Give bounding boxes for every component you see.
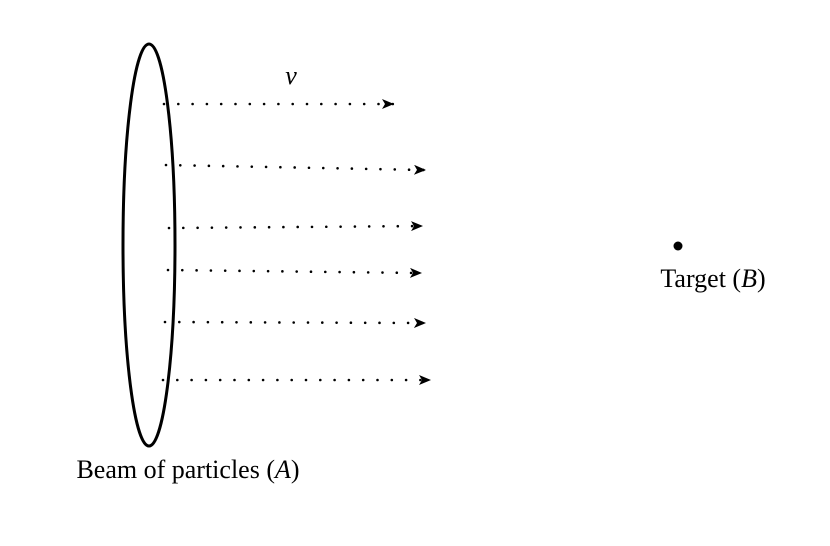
velocity-label: v [285,61,297,90]
beam-label-var: A [273,455,291,484]
target-point [673,241,683,251]
particle-arrow [164,163,427,175]
target-label-text: Target ( [660,264,741,293]
particle-arrow [163,317,427,328]
target-label-close: ) [757,264,766,293]
particle-arrow [167,221,424,232]
beam-label-close: ) [291,455,300,484]
particle-arrows [161,99,432,385]
target-label-var: B [741,264,757,293]
beam-ellipse [121,42,177,448]
target-label: Target (B) [660,264,765,293]
beam-label: Beam of particles (A) [76,455,299,484]
beam-label-text: Beam of particles ( [76,455,275,484]
particle-arrow [166,267,423,278]
